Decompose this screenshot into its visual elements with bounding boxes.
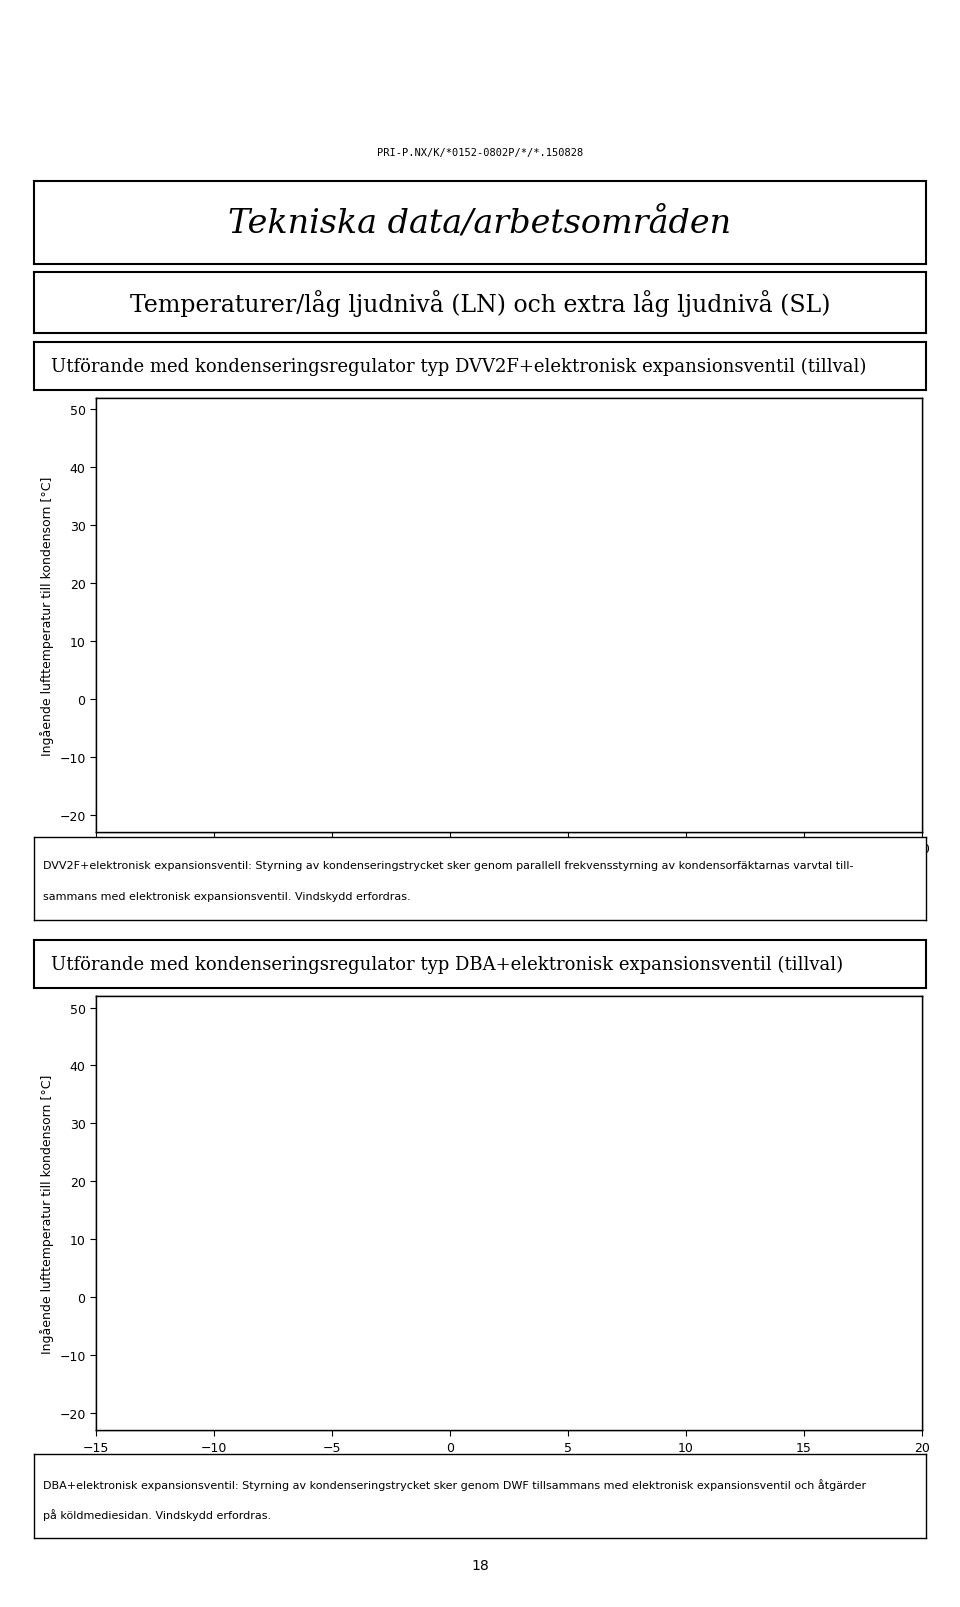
- Text: DVV2F+elektronisk expansionsventil: Styrning av kondenseringstrycket sker genom : DVV2F+elektronisk expansionsventil: Styr…: [42, 861, 853, 871]
- Y-axis label: Ingående lufttemperatur till kondensorn [°C]: Ingående lufttemperatur till kondensorn …: [39, 476, 54, 755]
- Text: PRI-P.NX/K/*0152-0802P/*/*.150828: PRI-P.NX/K/*0152-0802P/*/*.150828: [377, 148, 583, 157]
- Y-axis label: Ingående lufttemperatur till kondensorn [°C]: Ingående lufttemperatur till kondensorn …: [39, 1073, 54, 1353]
- Polygon shape: [214, 1037, 804, 1413]
- Text: på köldmediesidan. Vindskydd erfordras.: på köldmediesidan. Vindskydd erfordras.: [42, 1509, 271, 1520]
- Text: Utförande med kondenseringsregulator typ DBA+elektronisk expansionsventil (tillv: Utförande med kondenseringsregulator typ…: [52, 955, 844, 974]
- X-axis label: Utgående köldbärartemperatur [°C]: Utgående köldbärartemperatur [°C]: [396, 1459, 621, 1474]
- Polygon shape: [214, 439, 804, 815]
- Text: 18: 18: [471, 1559, 489, 1572]
- Text: sammans med elektronisk expansionsventil. Vindskydd erfordras.: sammans med elektronisk expansionsventil…: [42, 892, 410, 902]
- Text: DBA+elektronisk expansionsventil: Styrning av kondenseringstrycket sker genom DW: DBA+elektronisk expansionsventil: Styrni…: [42, 1478, 866, 1490]
- Text: Temperaturer/låg ljudnivå (LN) och extra låg ljudnivå (SL): Temperaturer/låg ljudnivå (LN) och extra…: [130, 291, 830, 317]
- X-axis label: Utgående köldbärartemperatur [°C]: Utgående köldbärartemperatur [°C]: [396, 861, 621, 876]
- Text: Utförande med kondenseringsregulator typ DVV2F+elektronisk expansionsventil (til: Utförande med kondenseringsregulator typ…: [52, 357, 867, 376]
- Text: Tekniska data/arbetsområden: Tekniska data/arbetsområden: [228, 207, 732, 239]
